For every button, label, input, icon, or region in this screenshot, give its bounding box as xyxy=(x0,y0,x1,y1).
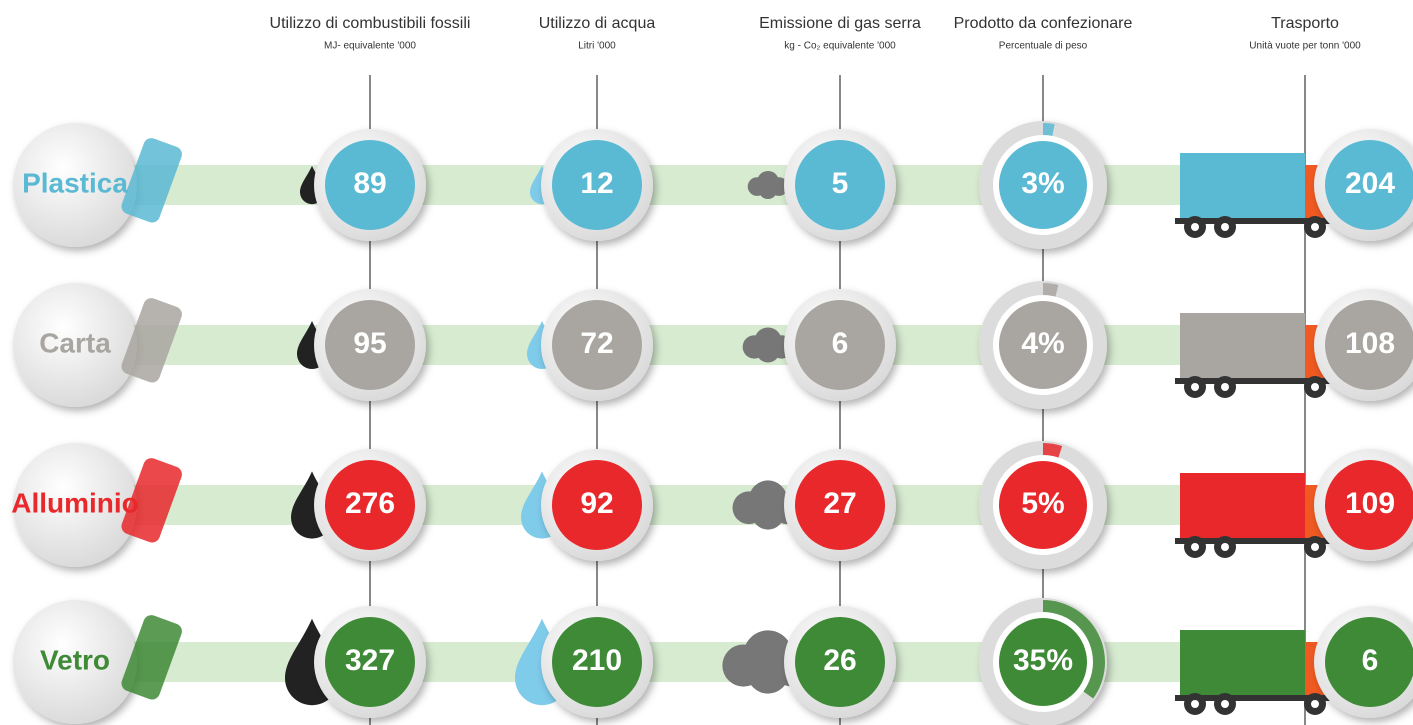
column-unit: Percentuale di peso xyxy=(999,41,1088,52)
column-unit: MJ- equivalente '000 xyxy=(324,41,416,52)
truck-hub xyxy=(1311,383,1319,391)
value-label: 5% xyxy=(1021,487,1064,520)
value-label: 26 xyxy=(823,644,856,677)
truck-hub xyxy=(1191,543,1199,551)
column-title: Utilizzo di acqua xyxy=(539,15,656,32)
value-label: 27 xyxy=(823,487,856,520)
value-label: 72 xyxy=(580,327,613,360)
value-label: 89 xyxy=(353,167,386,200)
truck-hub xyxy=(1311,543,1319,551)
value-label: 6 xyxy=(832,327,849,360)
column-unit: Litri '000 xyxy=(578,41,616,52)
cloud-part xyxy=(747,651,789,693)
material-label: Alluminio xyxy=(11,487,139,518)
truck-box xyxy=(1180,630,1305,695)
cloud-part xyxy=(756,339,779,362)
value-label: 108 xyxy=(1345,327,1395,360)
value-label: 4% xyxy=(1021,327,1064,360)
value-label: 3% xyxy=(1021,167,1064,200)
value-label: 109 xyxy=(1345,487,1395,520)
value-label: 92 xyxy=(580,487,613,520)
column-unit: Unità vuote per tonn '000 xyxy=(1249,41,1361,52)
value-label: 35% xyxy=(1013,644,1073,677)
truck-hub xyxy=(1221,383,1229,391)
truck-box xyxy=(1180,473,1305,538)
material-label: Vetro xyxy=(40,644,110,675)
truck-box xyxy=(1180,153,1305,218)
material-label: Plastica xyxy=(22,167,128,198)
column-unit: kg - Co₂ equivalente '000 xyxy=(784,41,896,52)
column-title: Emissione di gas serra xyxy=(759,15,921,32)
value-label: 5 xyxy=(832,167,849,200)
truck-hub xyxy=(1221,223,1229,231)
value-label: 12 xyxy=(580,167,613,200)
value-label: 6 xyxy=(1362,644,1379,677)
column-title: Utilizzo di combustibili fossili xyxy=(270,15,471,32)
truck-hub xyxy=(1311,223,1319,231)
truck-hub xyxy=(1191,383,1199,391)
truck-hub xyxy=(1191,223,1199,231)
column-title: Trasporto xyxy=(1271,15,1339,32)
value-label: 327 xyxy=(345,644,395,677)
infographic: Utilizzo di combustibili fossili MJ- equi… xyxy=(0,0,1413,725)
truck-box xyxy=(1180,313,1305,378)
truck-hub xyxy=(1221,700,1229,708)
truck-hub xyxy=(1191,700,1199,708)
truck-hub xyxy=(1221,543,1229,551)
cloud-part xyxy=(759,180,778,199)
column-title: Prodotto da confezionare xyxy=(954,15,1133,32)
cloud-part xyxy=(752,497,785,530)
truck-hub xyxy=(1311,700,1319,708)
value-label: 204 xyxy=(1345,167,1395,200)
value-label: 276 xyxy=(345,487,395,520)
value-label: 95 xyxy=(353,327,386,360)
value-label: 210 xyxy=(572,644,622,677)
material-label: Carta xyxy=(39,327,111,358)
